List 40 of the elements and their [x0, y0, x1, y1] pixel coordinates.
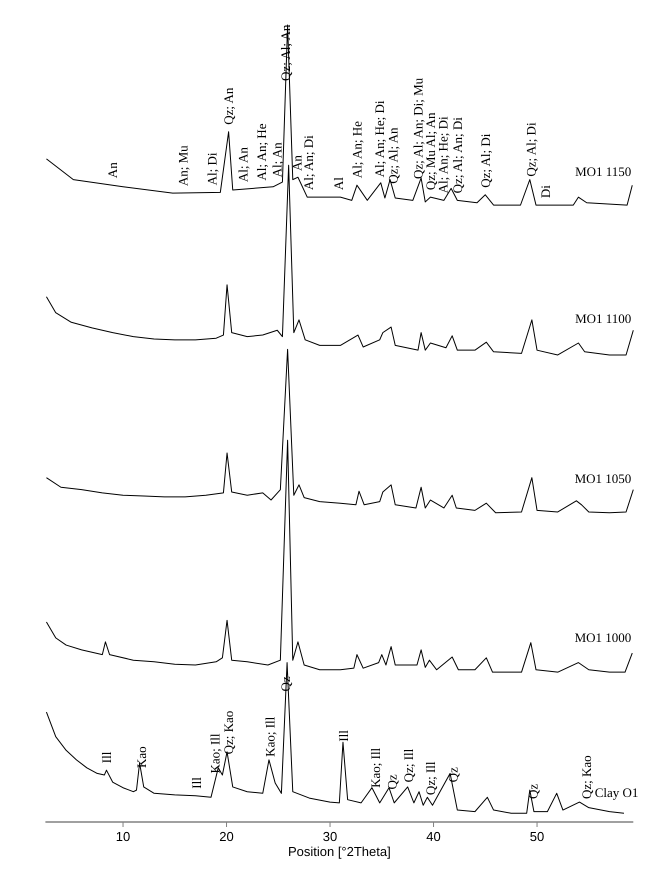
annotation: Qz; Kao: [579, 755, 594, 800]
annotation: Qz; Al; Di: [523, 122, 538, 177]
annotation: Qz; Al; An: [386, 126, 401, 184]
annotation: Kao; Ill: [368, 747, 384, 788]
annotation: Qz: [384, 774, 400, 790]
annotation: Al; An; He: [349, 120, 364, 178]
annotation: Al; An: [236, 146, 251, 182]
annotation: Ill: [98, 751, 114, 764]
annotation: Al; Di: [204, 152, 220, 186]
x-tick-label: 50: [530, 829, 544, 844]
series-label: Clay O1: [594, 784, 638, 800]
annotation: Qz; Al; An; Di: [450, 116, 465, 194]
series-label: MO1 1150: [575, 164, 632, 179]
annotation: Al; An: [270, 142, 285, 178]
series-label: MO1 1050: [574, 471, 632, 486]
series-label: MO1 1000: [574, 630, 632, 645]
annotation: Qz: [446, 766, 461, 782]
x-tick-label: 40: [426, 829, 441, 844]
series-label: MO1 1100: [575, 310, 632, 326]
annotation: Ill: [336, 730, 351, 742]
annotation: Al; An; He: [254, 123, 270, 181]
annotation: An; Mu: [176, 144, 191, 186]
annotation: Qz; Ill: [401, 748, 416, 782]
annotation: Qz; Al; An; Di; Mu: [410, 77, 426, 179]
annotation: Qz; Ill: [422, 761, 438, 796]
x-tick-label: 20: [219, 829, 234, 844]
annotation: Al; An; He; Di: [372, 100, 388, 178]
x-tick-label: 10: [116, 829, 130, 844]
annotation: Qz; Kao: [221, 710, 236, 754]
annotation: Qz; Al; Di: [478, 133, 493, 188]
annotation: Al: [330, 176, 346, 190]
annotation: Kao; Ill: [262, 716, 278, 757]
annotation: Di: [538, 184, 553, 198]
annotation: Qz; An: [221, 87, 236, 125]
annotation: Kao: [134, 746, 150, 768]
annotation: Ill: [189, 776, 204, 789]
x-axis-title: Position [°2Theta]: [288, 844, 391, 859]
annotation: An: [105, 162, 120, 178]
annotation: Kao; Ill: [208, 733, 223, 774]
x-tick-label: 30: [322, 829, 338, 844]
